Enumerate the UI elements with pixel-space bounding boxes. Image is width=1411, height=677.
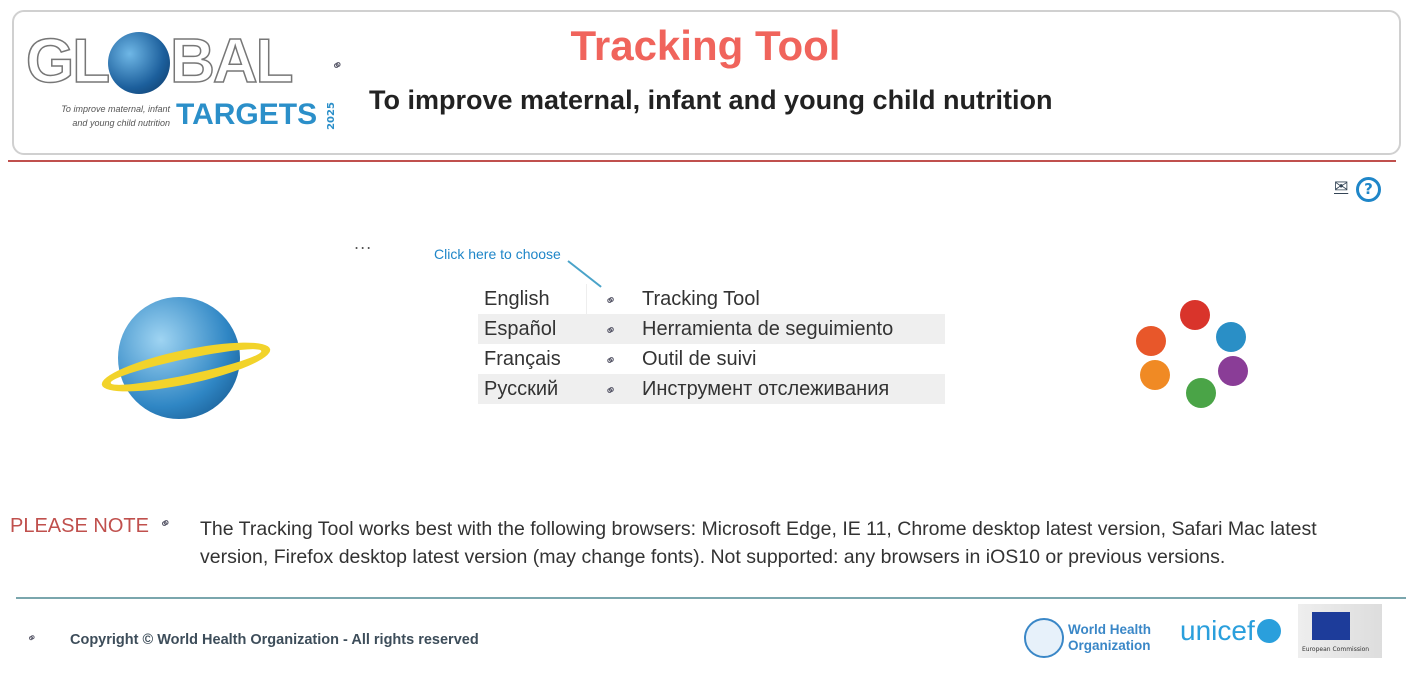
global-targets-logo: GL BAL To improve maternal, infant and yo… (25, 27, 337, 131)
link-icon[interactable]: ⚭ (601, 319, 620, 340)
page-subtitle: To improve maternal, infant and young ch… (369, 85, 1053, 115)
help-button[interactable]: ? (1356, 177, 1381, 202)
link-icon[interactable]: ⚭ (601, 379, 620, 400)
link-icon[interactable]: ⚭ (156, 514, 175, 534)
page-title: Tracking Tool (570, 22, 841, 69)
link-icon[interactable]: ⚭ (601, 289, 621, 310)
link-icon[interactable]: ⚭ (601, 349, 620, 370)
choose-hint: Click here to choose (434, 246, 561, 262)
email-button[interactable]: ✉ (1334, 177, 1349, 197)
browser-support-note: The Tracking Tool works best with the fo… (200, 518, 1317, 568)
who-logo: World Health Organization (1024, 618, 1151, 658)
eu-flag-icon (1312, 612, 1350, 640)
copyright-text: Copyright © World Health Organization - … (70, 632, 479, 648)
european-commission-logo: European Commission (1298, 604, 1382, 658)
header-divider (8, 160, 1396, 162)
language-table: English ⚭ Tracking Tool Español ⚭ Herramient… (478, 284, 945, 404)
unicef-logo: unicef (1180, 615, 1281, 647)
more-options-button[interactable]: ... (354, 234, 373, 253)
header-banner (12, 10, 1401, 155)
who-emblem-icon (1024, 618, 1064, 658)
language-row-spanish[interactable]: Español ⚭ Herramienta de seguimiento (478, 314, 945, 344)
globe-icon (108, 32, 170, 94)
language-row-english[interactable]: English ⚭ Tracking Tool (478, 284, 945, 314)
unicef-emblem-icon (1256, 619, 1281, 643)
language-row-french[interactable]: Français ⚭ Outil de suivi (484, 347, 757, 370)
globe-tape-measure-image (98, 295, 275, 445)
footer-divider (16, 597, 1406, 599)
nutrition-targets-icons (1130, 298, 1260, 413)
please-note-label: PLEASE NOTE (10, 515, 149, 537)
language-row-russian[interactable]: Русский ⚭ Инструмент отслеживания (478, 374, 945, 404)
link-icon[interactable]: ⚭ (24, 629, 40, 647)
